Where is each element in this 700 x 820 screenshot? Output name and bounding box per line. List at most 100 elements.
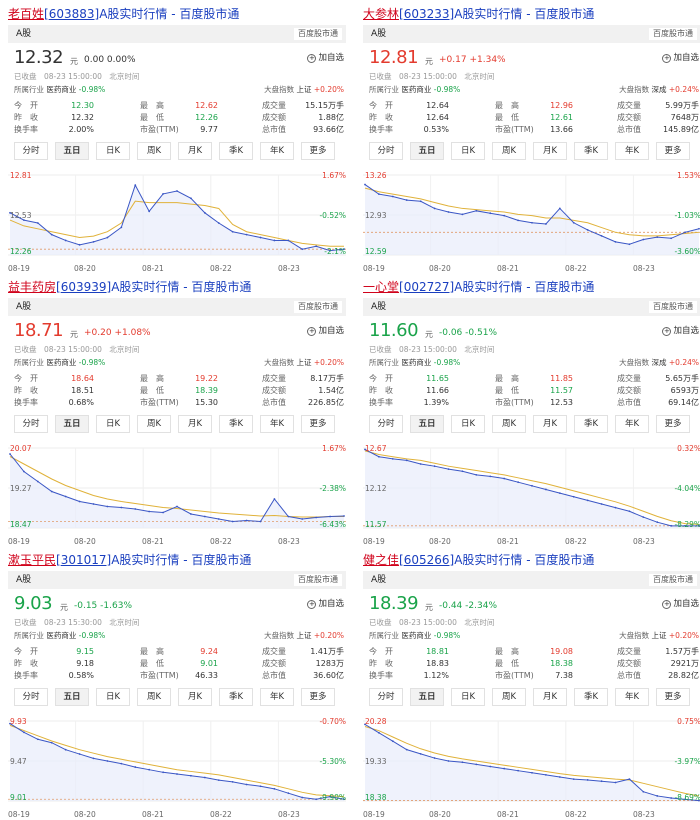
- tab-period[interactable]: 更多: [656, 142, 690, 160]
- tab-period[interactable]: 分时: [14, 415, 48, 433]
- tab-period[interactable]: 周K: [137, 142, 171, 160]
- tab-period[interactable]: 季K: [219, 415, 253, 433]
- tab-period[interactable]: 月K: [178, 415, 212, 433]
- tab-period[interactable]: 季K: [219, 142, 253, 160]
- price-chart[interactable]: 12.67 12.12 11.57 0.32% -4.04% -8.29% 08-19 08-…: [363, 440, 700, 546]
- tab-period[interactable]: 月K: [178, 142, 212, 160]
- tab-period[interactable]: 更多: [656, 688, 690, 706]
- tab-period[interactable]: 更多: [301, 688, 335, 706]
- tab-period[interactable]: 年K: [260, 688, 294, 706]
- industry-value[interactable]: 医药商业: [401, 85, 432, 94]
- tab-period[interactable]: 月K: [178, 688, 212, 706]
- brand-badge[interactable]: 百度股市通: [649, 28, 697, 40]
- brand-badge[interactable]: 百度股市通: [649, 301, 697, 313]
- add-watchlist-button[interactable]: + 加自选: [662, 51, 699, 63]
- tab-period[interactable]: 分时: [14, 688, 48, 706]
- market-tab[interactable]: A股: [371, 575, 387, 585]
- tab-period[interactable]: 年K: [260, 415, 294, 433]
- add-watchlist-button[interactable]: + 加自选: [662, 597, 699, 609]
- tab-period[interactable]: 年K: [260, 142, 294, 160]
- tab-period[interactable]: 年K: [615, 142, 649, 160]
- index-name[interactable]: 深成: [651, 85, 667, 94]
- index-name[interactable]: 深成: [651, 358, 667, 367]
- index-name[interactable]: 上证: [296, 358, 312, 367]
- tab-period[interactable]: 更多: [301, 415, 335, 433]
- brand-badge[interactable]: 百度股市通: [649, 574, 697, 586]
- tab-period[interactable]: 季K: [574, 142, 608, 160]
- tab-period[interactable]: 季K: [574, 415, 608, 433]
- page-title[interactable]: 益丰药房[603939]A股实时行情 - 百度股市通: [8, 277, 251, 297]
- industry-value[interactable]: 医药商业: [401, 631, 432, 640]
- industry-value[interactable]: 医药商业: [46, 85, 77, 94]
- price-chart[interactable]: 9.93 9.47 9.01 -0.70% -5.30% -9.90% 08-19 08-20…: [8, 713, 348, 819]
- page-title[interactable]: 一心堂[002727]A股实时行情 - 百度股市通: [363, 277, 594, 297]
- stock-code[interactable]: 603883: [48, 7, 95, 21]
- add-watchlist-button[interactable]: + 加自选: [307, 324, 344, 336]
- tab-period[interactable]: 五日: [55, 415, 89, 433]
- tab-period[interactable]: 五日: [410, 688, 444, 706]
- tab-period[interactable]: 日K: [451, 415, 485, 433]
- index-name[interactable]: 上证: [296, 85, 312, 94]
- add-watchlist-button[interactable]: + 加自选: [307, 51, 344, 63]
- page-title[interactable]: 健之佳[605266]A股实时行情 - 百度股市通: [363, 550, 594, 570]
- tab-period[interactable]: 五日: [410, 415, 444, 433]
- tab-period[interactable]: 月K: [533, 142, 567, 160]
- tab-period[interactable]: 年K: [615, 415, 649, 433]
- add-watchlist-button[interactable]: + 加自选: [662, 324, 699, 336]
- market-tab[interactable]: A股: [16, 29, 32, 39]
- stock-name[interactable]: 漱玉平民: [8, 553, 57, 567]
- market-tab[interactable]: A股: [16, 575, 32, 585]
- market-tab[interactable]: A股: [16, 302, 32, 312]
- market-tab[interactable]: A股: [371, 302, 387, 312]
- tab-period[interactable]: 周K: [137, 415, 171, 433]
- index-name[interactable]: 上证: [296, 631, 312, 640]
- tab-period[interactable]: 日K: [96, 688, 130, 706]
- industry-value[interactable]: 医药商业: [401, 358, 432, 367]
- stock-code[interactable]: 603233: [403, 7, 450, 21]
- tab-period[interactable]: 日K: [96, 142, 130, 160]
- page-title[interactable]: 老百姓[603883]A股实时行情 - 百度股市通: [8, 4, 239, 24]
- stock-code[interactable]: 603939: [60, 280, 107, 294]
- stock-name[interactable]: 大参林: [363, 7, 400, 21]
- tab-period[interactable]: 更多: [301, 142, 335, 160]
- tab-period[interactable]: 分时: [369, 142, 403, 160]
- stock-code[interactable]: 605266: [403, 553, 450, 567]
- tab-period[interactable]: 年K: [615, 688, 649, 706]
- stock-code[interactable]: 002727: [403, 280, 450, 294]
- tab-period[interactable]: 季K: [574, 688, 608, 706]
- brand-badge[interactable]: 百度股市通: [294, 301, 342, 313]
- tab-period[interactable]: 月K: [533, 688, 567, 706]
- price-chart[interactable]: 20.28 19.33 18.38 0.75% -3.97% -8.69% 08-19 08-…: [363, 713, 700, 819]
- tab-period[interactable]: 周K: [492, 415, 526, 433]
- tab-period[interactable]: 五日: [410, 142, 444, 160]
- tab-period[interactable]: 日K: [96, 415, 130, 433]
- market-tab[interactable]: A股: [371, 29, 387, 39]
- price-chart[interactable]: 12.81 12.53 12.26 1.67% -0.52% -2.1% 08-19 08-2…: [8, 167, 348, 273]
- page-title[interactable]: 漱玉平民[301017]A股实时行情 - 百度股市通: [8, 550, 251, 570]
- tab-period[interactable]: 周K: [137, 688, 171, 706]
- stock-name[interactable]: 一心堂: [363, 280, 400, 294]
- page-title[interactable]: 大参林[603233]A股实时行情 - 百度股市通: [363, 4, 594, 24]
- tab-period[interactable]: 分时: [369, 415, 403, 433]
- tab-period[interactable]: 五日: [55, 142, 89, 160]
- stock-code[interactable]: 301017: [60, 553, 107, 567]
- industry-value[interactable]: 医药商业: [46, 631, 77, 640]
- price-chart[interactable]: 20.07 19.27 18.47 1.67% -2.38% -6.43% 08-19 08-…: [8, 440, 348, 546]
- price-chart[interactable]: 13.26 12.93 12.59 1.53% -1.03% -3.60% 08-19 08-…: [363, 167, 700, 273]
- add-watchlist-button[interactable]: + 加自选: [307, 597, 344, 609]
- tab-period[interactable]: 日K: [451, 688, 485, 706]
- stock-name[interactable]: 益丰药房: [8, 280, 57, 294]
- tab-period[interactable]: 日K: [451, 142, 485, 160]
- tab-period[interactable]: 季K: [219, 688, 253, 706]
- index-name[interactable]: 上证: [651, 631, 667, 640]
- tab-period[interactable]: 更多: [656, 415, 690, 433]
- brand-badge[interactable]: 百度股市通: [294, 28, 342, 40]
- tab-period[interactable]: 分时: [14, 142, 48, 160]
- stock-name[interactable]: 健之佳: [363, 553, 400, 567]
- tab-period[interactable]: 分时: [369, 688, 403, 706]
- brand-badge[interactable]: 百度股市通: [294, 574, 342, 586]
- industry-value[interactable]: 医药商业: [46, 358, 77, 367]
- tab-period[interactable]: 周K: [492, 688, 526, 706]
- stock-name[interactable]: 老百姓: [8, 7, 45, 21]
- tab-period[interactable]: 周K: [492, 142, 526, 160]
